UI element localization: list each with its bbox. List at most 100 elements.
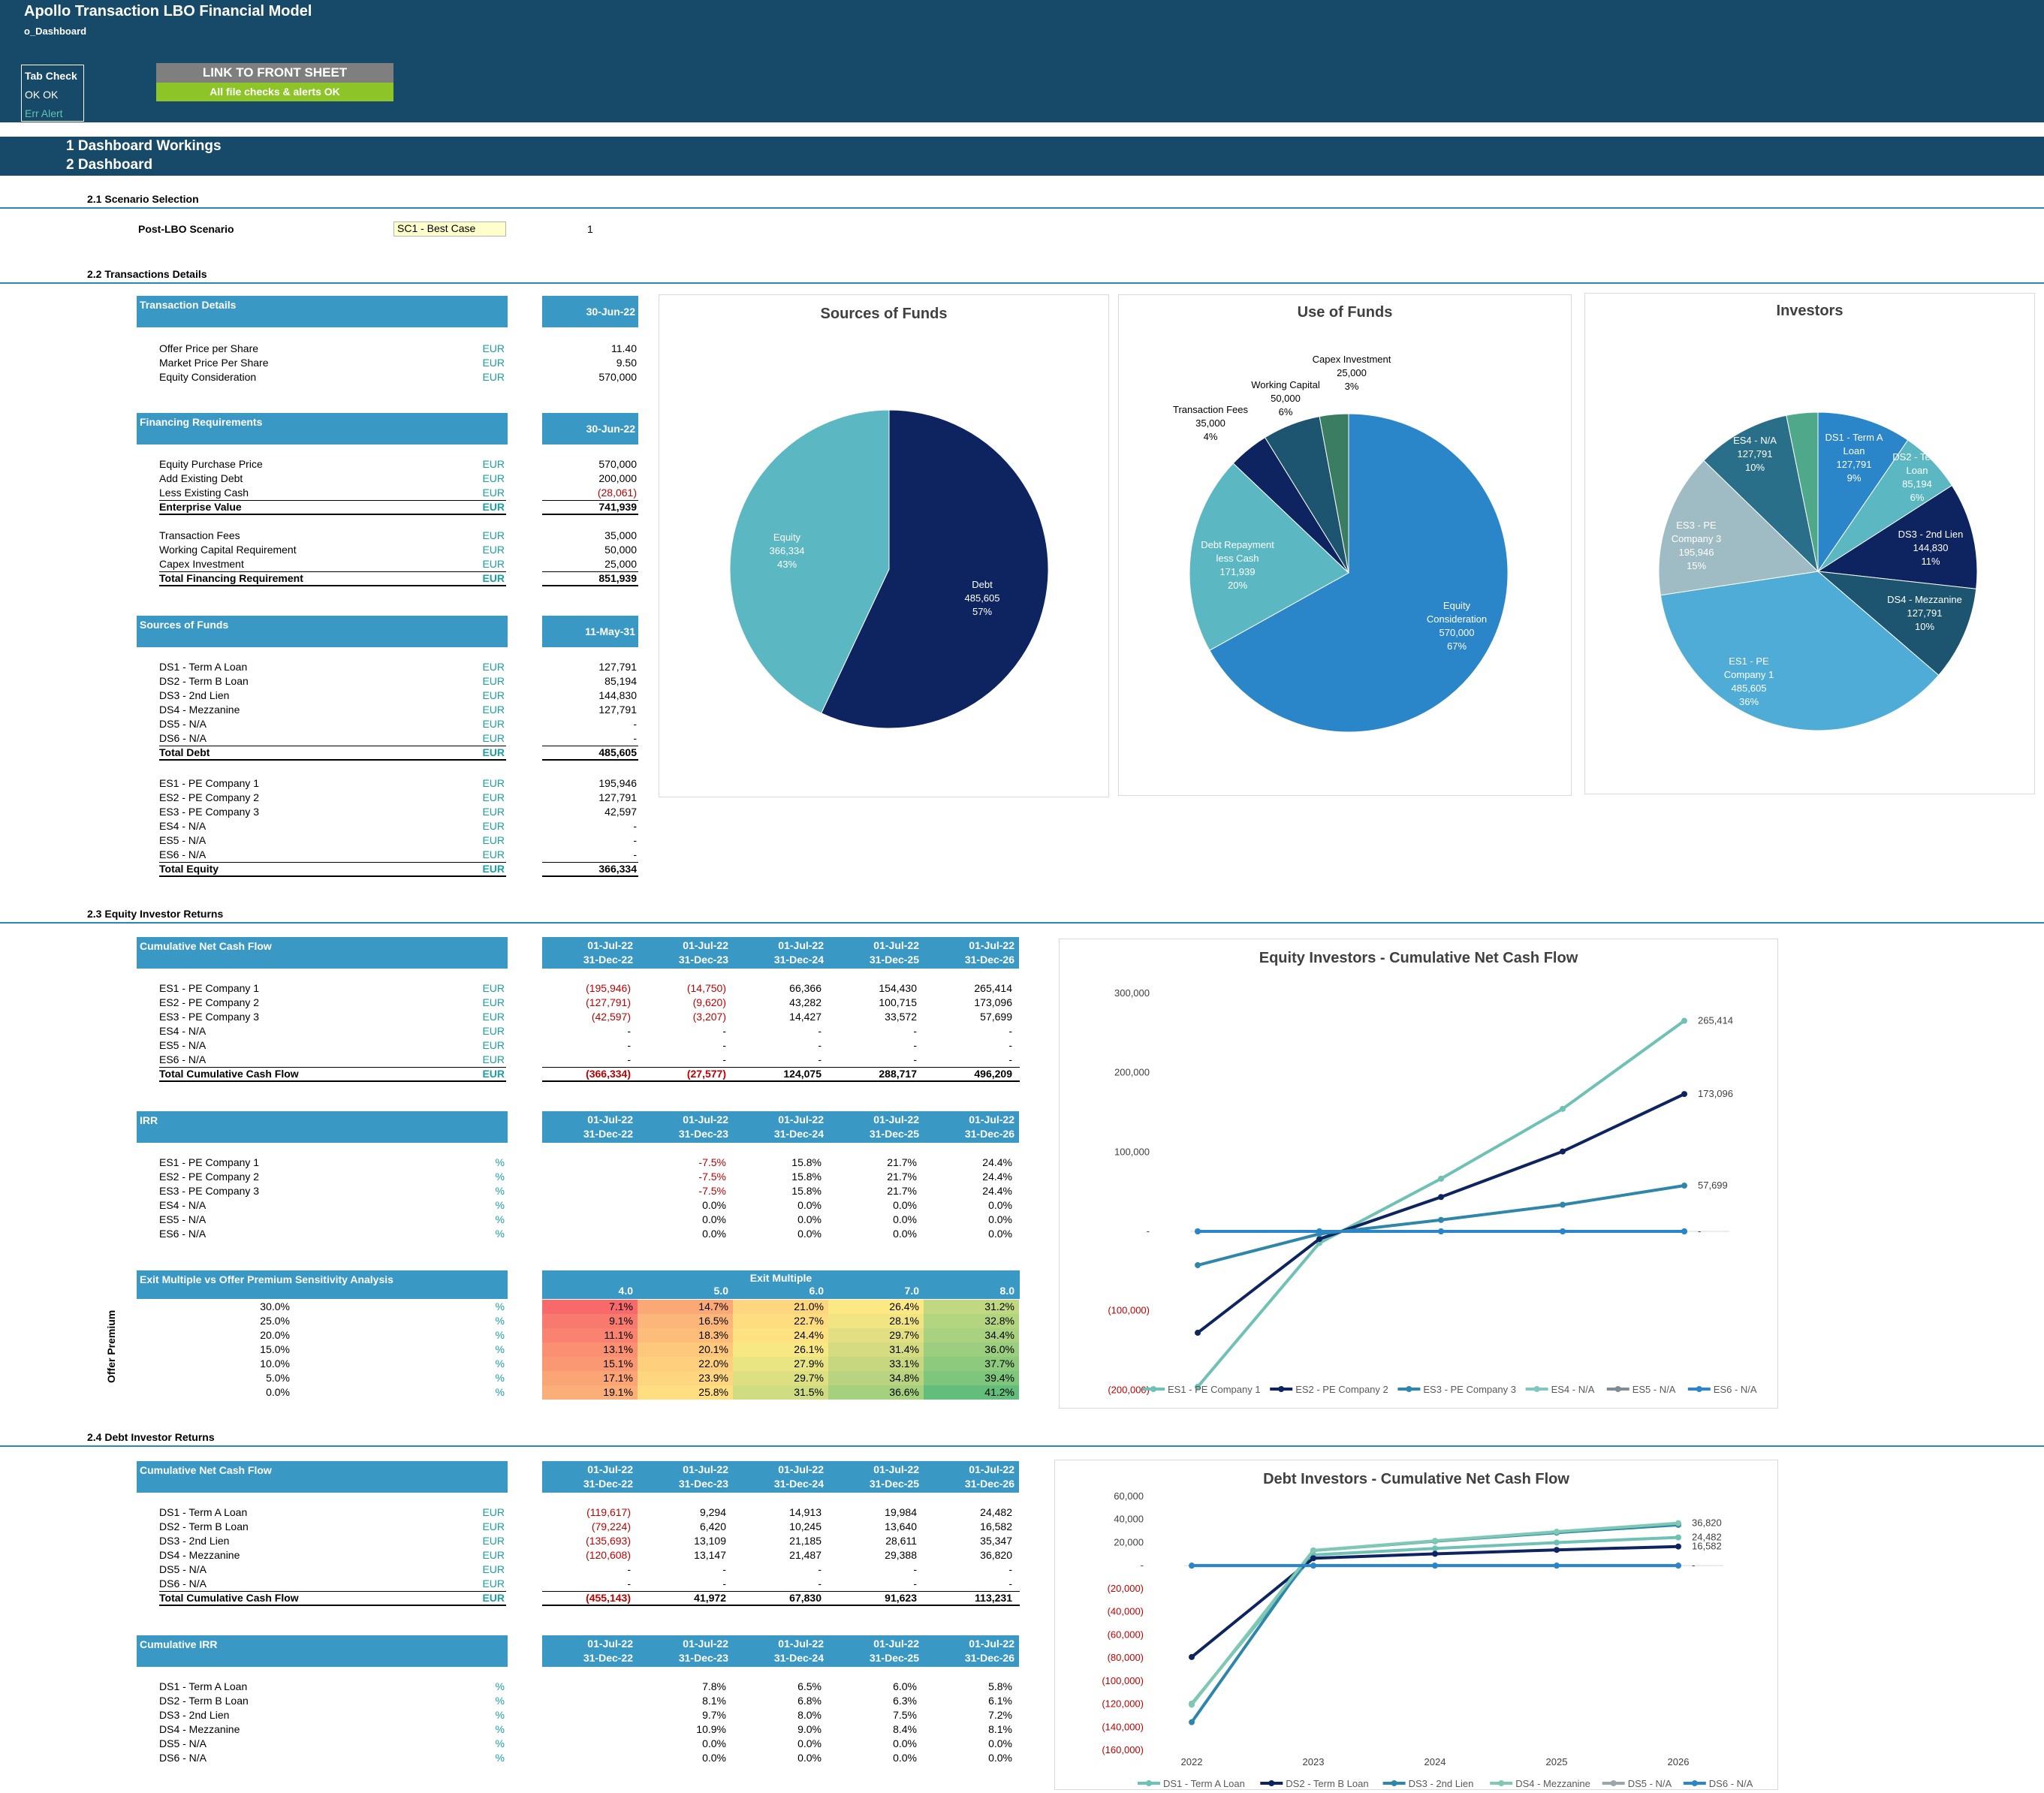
- period-end: 31-Dec-23: [678, 1128, 728, 1140]
- link-to-front-sheet-button[interactable]: LINK TO FRONT SHEET: [156, 63, 393, 83]
- unit-label: %: [495, 1199, 505, 1211]
- cell-value: -7.5%: [698, 1185, 726, 1197]
- legend-label[interactable]: DS4 - Mezzanine: [1515, 1778, 1590, 1789]
- slice-label: 10%: [1745, 462, 1765, 473]
- cell-value: 13,147: [694, 1549, 726, 1561]
- unit-label: EUR: [482, 675, 505, 687]
- unit-label: EUR: [482, 487, 505, 499]
- total-rule: [542, 500, 638, 501]
- row-label: ES2 - PE Company 2: [159, 1171, 260, 1183]
- cell-value: 6.1%: [988, 1695, 1012, 1707]
- row-label: ES4 - N/A: [159, 820, 207, 832]
- total-rule: [159, 1080, 506, 1082]
- unit-label: EUR: [482, 458, 505, 470]
- unit-label: EUR: [482, 529, 505, 541]
- y-tick-label: -: [1147, 1225, 1150, 1237]
- cell-value: -: [627, 1025, 631, 1037]
- sensitivity-cell: 25.8%: [638, 1385, 733, 1400]
- section-1-title[interactable]: 1 Dashboard Workings: [66, 138, 222, 154]
- row-label: DS1 - Term A Loan: [159, 1680, 248, 1692]
- legend-label[interactable]: DS1 - Term A Loan: [1163, 1778, 1245, 1789]
- sensitivity-cell: 27.9%: [733, 1357, 828, 1371]
- row-label: DS5 - N/A: [159, 1563, 207, 1575]
- end-label: 173,096: [1698, 1088, 1733, 1099]
- section-2-title[interactable]: 2 Dashboard: [66, 157, 153, 173]
- data-point: [1195, 1330, 1201, 1336]
- sensitivity-cell: 34.8%: [828, 1371, 924, 1385]
- unit-label: EUR: [482, 1549, 505, 1561]
- divider: [0, 1445, 2044, 1447]
- chart-title: Use of Funds: [1297, 304, 1393, 321]
- unit-label: %: [495, 1723, 505, 1735]
- legend-label[interactable]: ES6 - N/A: [1714, 1384, 1757, 1395]
- pie-slice: [821, 409, 1049, 729]
- data-point: [1316, 1228, 1322, 1234]
- legend-label[interactable]: ES3 - PE Company 3: [1423, 1384, 1516, 1395]
- pie-slice: [1703, 414, 1819, 573]
- period-start: 01-Jul-22: [969, 1463, 1014, 1475]
- legend-label[interactable]: DS6 - N/A: [1709, 1778, 1753, 1789]
- unit-label: EUR: [482, 558, 505, 570]
- slice-label: 485,605: [965, 592, 1000, 604]
- data-point: [1189, 1562, 1195, 1569]
- table-header: Cumulative IRR: [137, 1635, 508, 1667]
- total-rule: [159, 862, 506, 863]
- row-label: DS4 - Mezzanine: [159, 1549, 240, 1561]
- cell-value: (135,693): [586, 1535, 631, 1547]
- legend-label[interactable]: ES5 - N/A: [1632, 1384, 1676, 1395]
- row-label: ES3 - PE Company 3: [159, 806, 260, 818]
- slice-label: 11%: [1921, 556, 1940, 567]
- row-value: 195,946: [598, 777, 637, 789]
- divider: [0, 922, 2044, 924]
- period-header: 01-Jul-22 31-Dec-22: [542, 1111, 638, 1143]
- cell-value: 21.7%: [887, 1185, 917, 1197]
- row-label: DS4 - Mezzanine: [159, 704, 240, 716]
- data-point: [1675, 1534, 1681, 1541]
- chart-title: Equity Investors - Cumulative Net Cash F…: [1259, 950, 1578, 966]
- sensitivity-cell: 7.1%: [542, 1300, 638, 1314]
- legend-label[interactable]: DS2 - Term B Loan: [1286, 1778, 1368, 1789]
- cell-value: 21.7%: [887, 1171, 917, 1183]
- row-label: ES1 - PE Company 1: [159, 777, 260, 789]
- unit-label: EUR: [482, 834, 505, 846]
- cell-value: -: [627, 1563, 631, 1575]
- unit-label: EUR: [482, 732, 505, 744]
- pie-svg: Equity Consideration 570,000 67% Debt Repaym…: [1173, 354, 1509, 733]
- model-title: Apollo Transaction LBO Financial Model: [24, 3, 312, 20]
- period-end: 31-Dec-23: [678, 1652, 728, 1664]
- cell-value: -7.5%: [698, 1156, 726, 1168]
- unit-label: EUR: [482, 342, 505, 354]
- equity-cash-flow-chart: Equity Investors - Cumulative Net Cash F…: [1059, 939, 1778, 1409]
- scenario-select[interactable]: SC1 - Best Case: [393, 221, 506, 237]
- unit-label: EUR: [482, 1563, 505, 1575]
- row-value: 570,000: [598, 458, 637, 470]
- slice-label: Consideration: [1427, 613, 1487, 625]
- slice-label: Company 3: [1672, 533, 1721, 544]
- cell-value: 0.0%: [893, 1737, 917, 1749]
- slice-label: 10%: [1915, 621, 1934, 632]
- legend-label[interactable]: DS5 - N/A: [1628, 1778, 1672, 1789]
- unit-label: EUR: [482, 1053, 505, 1065]
- legend-label[interactable]: ES1 - PE Company 1: [1168, 1384, 1261, 1395]
- total-rule: [542, 1591, 1020, 1592]
- period-date: 30-Jun-22: [542, 413, 638, 444]
- unit-label: %: [495, 1315, 505, 1327]
- y-tick-label: 20,000: [1114, 1536, 1144, 1547]
- legend-label[interactable]: ES4 - N/A: [1551, 1384, 1595, 1395]
- legend-label[interactable]: DS3 - 2nd Lien: [1409, 1778, 1474, 1789]
- cell-value: 0.0%: [988, 1737, 1012, 1749]
- row-label: ES4 - N/A: [159, 1025, 207, 1037]
- period-end: 31-Dec-25: [869, 1128, 919, 1140]
- data-point: [1554, 1562, 1560, 1569]
- cell-value: 100,715: [879, 996, 917, 1008]
- sensitivity-cell: 24.4%: [733, 1328, 828, 1342]
- premium-value: 10.0%: [260, 1358, 290, 1370]
- cell-value: (9,620): [692, 996, 726, 1008]
- legend-label[interactable]: ES2 - PE Company 2: [1295, 1384, 1388, 1395]
- total-rule: [542, 1067, 1020, 1068]
- period-start: 01-Jul-22: [969, 1638, 1014, 1650]
- data-point: [1560, 1148, 1566, 1155]
- unit-label: EUR: [482, 806, 505, 818]
- cell-value: (366,334): [586, 1068, 631, 1080]
- unit-label: EUR: [482, 704, 505, 716]
